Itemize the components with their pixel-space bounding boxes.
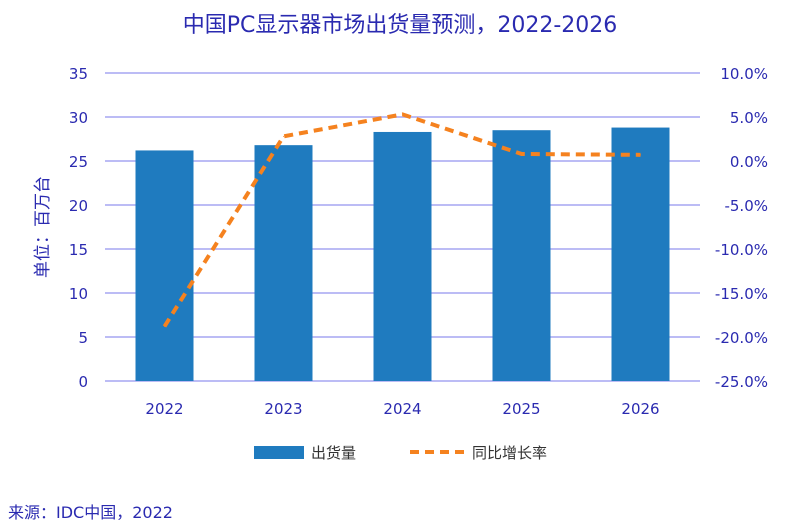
bar-2024 bbox=[373, 131, 432, 381]
growth-point-2024 bbox=[402, 113, 403, 115]
y-tick-label: 15 bbox=[69, 241, 88, 259]
y2-tick-label: -10.0% bbox=[715, 241, 768, 259]
growth-point-2023 bbox=[283, 135, 284, 137]
legend-bar-swatch bbox=[254, 446, 304, 459]
chart-title: 中国PC显示器市场出货量预测，2022-2026 bbox=[183, 13, 618, 38]
y-tick-label: 25 bbox=[69, 153, 88, 171]
source-note: 来源：IDC中国，2022 bbox=[8, 503, 173, 522]
bar-2025 bbox=[492, 130, 551, 381]
y2-tick-label: 10.0% bbox=[720, 65, 768, 83]
x-tick-label: 2026 bbox=[621, 400, 659, 418]
y-tick-label: 0 bbox=[78, 373, 88, 391]
bar-2022 bbox=[135, 150, 194, 381]
y-tick-label: 30 bbox=[69, 109, 88, 127]
y2-tick-label: -5.0% bbox=[724, 197, 768, 215]
growth-point-2026 bbox=[640, 154, 641, 156]
y2-tick-label: 0.0% bbox=[730, 153, 768, 171]
legend-bar-label: 出货量 bbox=[311, 444, 356, 462]
y2-tick-label: -25.0% bbox=[715, 373, 768, 391]
x-tick-label: 2023 bbox=[264, 400, 302, 418]
y2-tick-label: -15.0% bbox=[715, 285, 768, 303]
y2-tick-label: -20.0% bbox=[715, 329, 768, 347]
y-axis-label: 单位：百万台 bbox=[33, 176, 53, 278]
legend-line-label: 同比增长率 bbox=[472, 444, 547, 462]
y2-tick-label: 5.0% bbox=[730, 109, 768, 127]
y-tick-label: 20 bbox=[69, 197, 88, 215]
bar-2026 bbox=[611, 127, 670, 381]
growth-point-2025 bbox=[521, 153, 522, 155]
y-tick-label: 5 bbox=[78, 329, 88, 347]
y-tick-label: 35 bbox=[69, 65, 88, 83]
bar-2023 bbox=[254, 145, 313, 381]
x-tick-label: 2024 bbox=[383, 400, 421, 418]
x-tick-label: 2025 bbox=[502, 400, 540, 418]
growth-point-2022 bbox=[164, 325, 165, 327]
y-tick-label: 10 bbox=[69, 285, 88, 303]
x-tick-label: 2022 bbox=[145, 400, 183, 418]
